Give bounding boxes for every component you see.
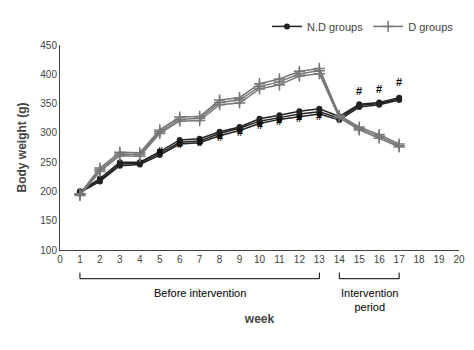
- svg-text:#: #: [356, 85, 362, 97]
- svg-text:3: 3: [117, 254, 123, 265]
- svg-text:13: 13: [314, 254, 326, 265]
- svg-text:week: week: [244, 312, 275, 326]
- svg-text:#: #: [177, 138, 183, 150]
- svg-text:16: 16: [374, 254, 386, 265]
- svg-text:Before intervention: Before intervention: [154, 287, 246, 299]
- svg-text:#: #: [376, 83, 382, 95]
- svg-text:#: #: [237, 126, 243, 138]
- svg-text:150: 150: [40, 215, 57, 226]
- svg-text:#: #: [316, 110, 322, 122]
- svg-text:18: 18: [414, 254, 426, 265]
- svg-text:0: 0: [57, 254, 63, 265]
- svg-text:17: 17: [394, 254, 406, 265]
- svg-text:8: 8: [217, 254, 223, 265]
- svg-text:250: 250: [40, 157, 57, 168]
- svg-text:N.D groups: N.D groups: [307, 21, 363, 33]
- svg-text:450: 450: [40, 40, 57, 51]
- svg-text:7: 7: [197, 254, 203, 265]
- svg-text:300: 300: [40, 127, 57, 138]
- svg-text:#: #: [257, 119, 263, 131]
- svg-text:#: #: [396, 76, 402, 88]
- svg-text:400: 400: [40, 69, 57, 80]
- svg-text:#: #: [157, 145, 163, 157]
- svg-text:#: #: [197, 136, 203, 148]
- svg-text:Body weight (g): Body weight (g): [15, 103, 29, 193]
- svg-text:#: #: [217, 131, 223, 143]
- svg-text:D groups: D groups: [408, 21, 453, 33]
- svg-text:5: 5: [157, 254, 163, 265]
- svg-text:9: 9: [237, 254, 243, 265]
- svg-text:350: 350: [40, 98, 57, 109]
- svg-text:6: 6: [177, 254, 183, 265]
- svg-text:1: 1: [77, 254, 83, 265]
- svg-text:19: 19: [433, 254, 445, 265]
- svg-text:20: 20: [453, 254, 465, 265]
- svg-text:14: 14: [334, 254, 346, 265]
- svg-text:12: 12: [294, 254, 306, 265]
- svg-text:15: 15: [354, 254, 366, 265]
- svg-text:#: #: [276, 115, 282, 127]
- svg-text:200: 200: [40, 186, 57, 197]
- svg-text:2: 2: [97, 254, 103, 265]
- svg-text:4: 4: [137, 254, 143, 265]
- svg-text:10: 10: [254, 254, 266, 265]
- svg-text:Interventionperiod: Interventionperiod: [341, 287, 398, 313]
- svg-text:100: 100: [40, 245, 57, 256]
- svg-text:11: 11: [274, 254, 285, 265]
- svg-text:#: #: [296, 112, 302, 124]
